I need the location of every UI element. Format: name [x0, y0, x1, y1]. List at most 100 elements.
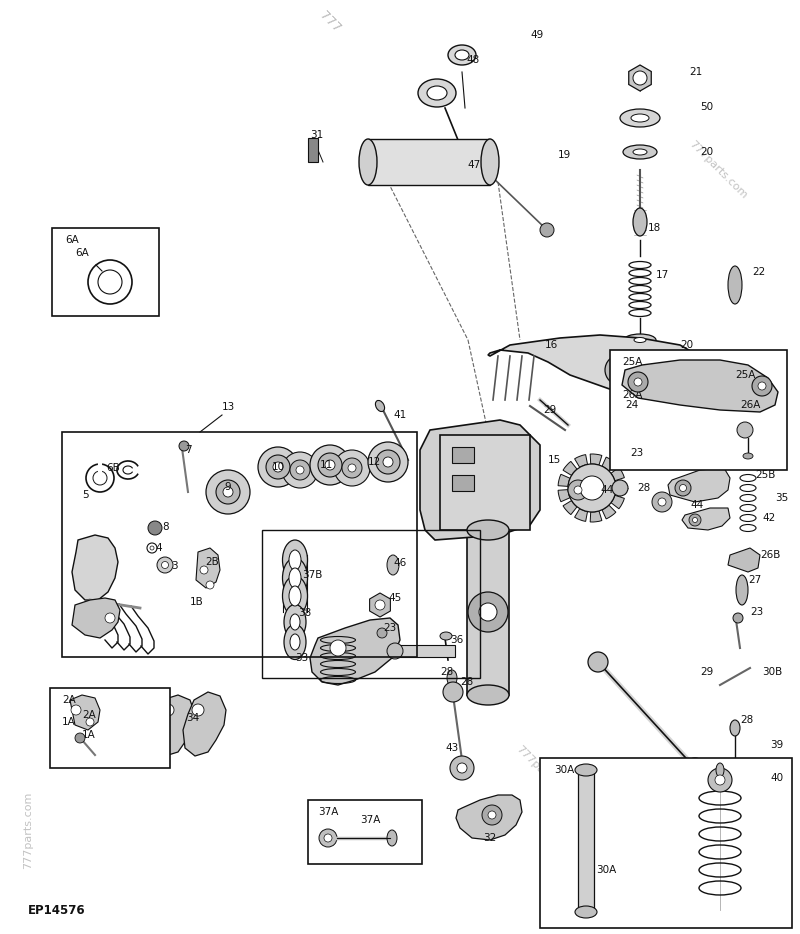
Text: 7: 7: [185, 445, 192, 455]
Ellipse shape: [624, 334, 656, 346]
Wedge shape: [563, 461, 577, 475]
Circle shape: [387, 643, 403, 659]
Circle shape: [580, 476, 604, 500]
Circle shape: [348, 464, 356, 472]
Text: 26A: 26A: [740, 400, 760, 410]
Circle shape: [266, 455, 290, 479]
Circle shape: [574, 486, 582, 494]
Circle shape: [468, 592, 508, 632]
Ellipse shape: [481, 139, 499, 185]
Circle shape: [652, 492, 672, 512]
Text: 30B: 30B: [762, 667, 782, 677]
Circle shape: [479, 603, 497, 621]
Circle shape: [192, 704, 204, 716]
Bar: [440, 435, 530, 530]
Circle shape: [613, 363, 627, 377]
Circle shape: [457, 763, 467, 773]
Text: 13: 13: [222, 402, 235, 412]
Bar: [368, 139, 490, 185]
Text: 777parts.com: 777parts.com: [23, 791, 33, 869]
Polygon shape: [728, 548, 760, 572]
Wedge shape: [558, 474, 570, 487]
Circle shape: [450, 756, 474, 780]
Circle shape: [296, 466, 304, 474]
Circle shape: [334, 450, 370, 486]
Circle shape: [715, 775, 725, 785]
Ellipse shape: [575, 764, 597, 776]
Circle shape: [342, 458, 362, 478]
Circle shape: [86, 718, 94, 726]
Text: 42: 42: [762, 513, 775, 523]
Circle shape: [179, 441, 189, 451]
Text: 28: 28: [637, 483, 650, 493]
Wedge shape: [590, 454, 602, 465]
Ellipse shape: [387, 830, 397, 846]
Ellipse shape: [575, 906, 597, 918]
Polygon shape: [682, 508, 730, 530]
Circle shape: [273, 462, 283, 472]
Wedge shape: [616, 482, 626, 494]
Ellipse shape: [467, 685, 509, 705]
Ellipse shape: [634, 337, 646, 343]
Ellipse shape: [289, 586, 301, 606]
Ellipse shape: [743, 453, 753, 459]
Ellipse shape: [284, 625, 306, 659]
Text: 30A: 30A: [554, 765, 574, 775]
Ellipse shape: [289, 568, 301, 588]
Text: 22: 22: [752, 267, 766, 277]
Ellipse shape: [455, 50, 469, 60]
Wedge shape: [611, 495, 624, 509]
Ellipse shape: [387, 555, 399, 575]
Text: 21: 21: [689, 67, 702, 77]
Bar: [62, 432, 417, 657]
Bar: [467, 530, 509, 695]
Circle shape: [258, 447, 298, 487]
Bar: [308, 800, 422, 864]
Circle shape: [752, 376, 772, 396]
Text: 49: 49: [530, 30, 543, 40]
Circle shape: [482, 805, 502, 825]
Bar: [308, 138, 318, 162]
Text: 20: 20: [700, 147, 713, 157]
Polygon shape: [152, 695, 195, 756]
Circle shape: [383, 457, 393, 467]
Ellipse shape: [736, 575, 748, 605]
Polygon shape: [310, 618, 400, 685]
Text: 1B: 1B: [190, 597, 204, 607]
Text: 24: 24: [625, 400, 638, 410]
Text: 18: 18: [648, 223, 662, 233]
Text: 36: 36: [450, 635, 463, 645]
Circle shape: [634, 378, 642, 386]
Text: 16: 16: [545, 340, 558, 350]
Ellipse shape: [716, 763, 724, 777]
Circle shape: [633, 71, 647, 85]
Text: 19: 19: [558, 150, 571, 160]
Text: 9: 9: [224, 482, 230, 492]
Text: 39: 39: [770, 740, 783, 750]
Circle shape: [376, 450, 400, 474]
Text: 48: 48: [466, 55, 479, 65]
Circle shape: [75, 733, 85, 743]
Polygon shape: [72, 598, 120, 638]
Circle shape: [377, 628, 387, 638]
Polygon shape: [629, 65, 651, 91]
Circle shape: [628, 372, 648, 392]
Wedge shape: [574, 455, 587, 467]
Circle shape: [216, 480, 240, 504]
Text: 4: 4: [155, 543, 162, 553]
Text: 46: 46: [393, 558, 406, 568]
Text: 37A: 37A: [318, 807, 338, 817]
Ellipse shape: [620, 109, 660, 127]
Text: 28: 28: [740, 715, 754, 725]
Text: 25A: 25A: [735, 370, 755, 380]
Circle shape: [605, 355, 635, 385]
Circle shape: [282, 452, 318, 488]
Wedge shape: [602, 505, 616, 519]
Text: 777parts.com: 777parts.com: [514, 744, 576, 806]
Bar: [395, 645, 455, 657]
Text: 1A: 1A: [82, 730, 96, 740]
Bar: [578, 770, 594, 912]
Text: 20: 20: [680, 340, 693, 350]
Bar: [452, 447, 474, 463]
Circle shape: [685, 758, 705, 778]
